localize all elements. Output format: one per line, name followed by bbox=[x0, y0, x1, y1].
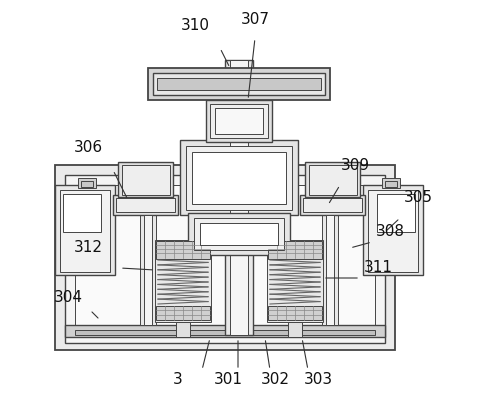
Bar bbox=[326, 215, 334, 325]
Bar bbox=[206, 100, 272, 142]
Bar bbox=[225, 60, 253, 335]
Text: 310: 310 bbox=[181, 18, 209, 33]
Bar bbox=[377, 194, 415, 232]
Bar bbox=[116, 198, 175, 212]
Text: 307: 307 bbox=[240, 12, 270, 27]
Bar bbox=[113, 195, 178, 215]
Bar bbox=[363, 185, 423, 275]
Text: 308: 308 bbox=[376, 224, 404, 240]
Bar bbox=[65, 325, 385, 337]
Text: 309: 309 bbox=[340, 158, 369, 172]
Bar bbox=[215, 108, 263, 134]
Bar bbox=[200, 223, 278, 245]
Bar bbox=[81, 181, 93, 187]
Text: 312: 312 bbox=[74, 240, 102, 256]
Bar bbox=[188, 213, 290, 255]
Bar bbox=[55, 185, 115, 275]
Bar bbox=[75, 185, 375, 337]
Bar bbox=[300, 195, 365, 215]
Text: 302: 302 bbox=[261, 373, 290, 388]
Bar bbox=[75, 330, 375, 335]
Bar bbox=[368, 190, 418, 272]
Text: 303: 303 bbox=[304, 373, 333, 388]
Bar bbox=[156, 241, 210, 259]
Bar bbox=[288, 322, 302, 337]
Bar bbox=[144, 215, 152, 325]
Bar bbox=[118, 162, 173, 197]
Bar bbox=[322, 215, 338, 325]
Text: 3: 3 bbox=[173, 373, 183, 388]
Bar bbox=[194, 218, 284, 250]
Bar bbox=[148, 68, 330, 100]
Bar bbox=[305, 162, 360, 197]
Bar bbox=[176, 322, 190, 337]
Bar bbox=[157, 78, 321, 90]
Text: 305: 305 bbox=[403, 191, 433, 205]
Bar bbox=[210, 104, 268, 138]
Bar bbox=[78, 178, 96, 188]
Bar bbox=[268, 241, 322, 259]
Bar bbox=[268, 306, 322, 320]
Bar bbox=[267, 240, 323, 322]
Bar bbox=[382, 178, 400, 188]
Bar bbox=[140, 215, 156, 325]
Bar bbox=[192, 152, 286, 204]
Bar bbox=[153, 73, 325, 95]
Text: 306: 306 bbox=[74, 140, 103, 156]
Text: 301: 301 bbox=[214, 373, 242, 388]
Bar bbox=[63, 194, 101, 232]
Text: 304: 304 bbox=[54, 291, 83, 306]
Text: 311: 311 bbox=[363, 261, 392, 275]
Bar bbox=[55, 165, 395, 350]
Bar bbox=[122, 165, 170, 195]
Bar bbox=[309, 165, 357, 195]
Bar bbox=[230, 60, 248, 335]
Bar bbox=[60, 190, 110, 272]
Bar bbox=[385, 181, 397, 187]
Bar bbox=[155, 240, 211, 322]
Bar bbox=[180, 140, 298, 215]
Bar bbox=[156, 306, 210, 320]
Bar bbox=[303, 198, 362, 212]
Bar bbox=[186, 146, 292, 210]
Bar bbox=[65, 175, 385, 343]
